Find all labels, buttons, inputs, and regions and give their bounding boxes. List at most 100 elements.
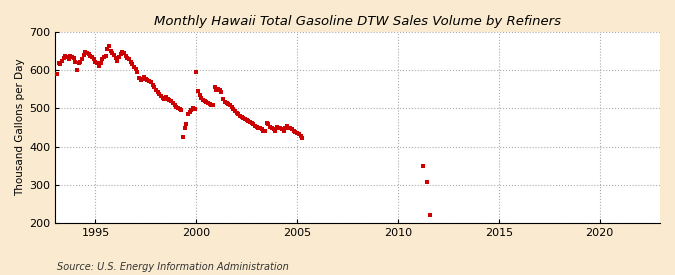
Point [61, 55, 72, 59]
Point [112, 58, 123, 63]
Point [82, 51, 92, 55]
Point [202, 100, 213, 105]
Point [109, 53, 119, 57]
Point [238, 116, 248, 120]
Point [205, 102, 215, 106]
Point [258, 128, 269, 133]
Point [70, 60, 81, 64]
Point [225, 103, 236, 108]
Point [129, 65, 140, 69]
Point [243, 119, 254, 123]
Point [176, 108, 186, 112]
Point [167, 100, 178, 105]
Point [241, 118, 252, 122]
Point [251, 125, 262, 129]
Point [273, 125, 284, 130]
Y-axis label: Thousand Gallons per Day: Thousand Gallons per Day [15, 59, 25, 196]
Point [253, 125, 264, 130]
Point [295, 134, 306, 138]
Point [132, 70, 143, 74]
Point [115, 52, 126, 56]
Point [78, 53, 89, 57]
Point [265, 125, 275, 129]
Point [182, 112, 193, 116]
Point [159, 97, 170, 101]
Point [63, 57, 74, 62]
Point [292, 131, 302, 136]
Point [161, 95, 171, 99]
Point [277, 127, 288, 132]
Point [218, 97, 229, 101]
Point [192, 89, 203, 94]
Point [51, 72, 62, 76]
Point [278, 128, 289, 133]
Text: Source: U.S. Energy Information Administration: Source: U.S. Energy Information Administ… [57, 262, 289, 272]
Point [245, 120, 256, 124]
Point [208, 103, 219, 108]
Point [58, 56, 69, 60]
Point [186, 108, 196, 112]
Point [136, 78, 146, 82]
Point [162, 97, 173, 101]
Point [213, 86, 223, 91]
Point [194, 93, 205, 97]
Point [191, 70, 202, 74]
Title: Monthly Hawaii Total Gasoline DTW Sales Volume by Refiners: Monthly Hawaii Total Gasoline DTW Sales … [154, 15, 561, 28]
Point [149, 85, 160, 90]
Point [172, 106, 183, 111]
Point [126, 60, 136, 64]
Point [127, 62, 138, 67]
Point [57, 58, 68, 63]
Point [268, 127, 279, 132]
Point [75, 60, 86, 64]
Point [171, 104, 182, 109]
Point [154, 92, 165, 96]
Point [55, 62, 65, 67]
Point [95, 61, 106, 65]
Point [209, 85, 220, 90]
Point [110, 56, 121, 60]
Point [271, 125, 282, 129]
Point [254, 126, 265, 131]
Point [280, 126, 291, 131]
Point [216, 90, 227, 95]
Point [184, 110, 195, 114]
Point [284, 125, 294, 130]
Point [270, 128, 281, 133]
Point [156, 94, 167, 98]
Point [76, 56, 87, 61]
Point [151, 88, 161, 92]
Point [223, 102, 234, 106]
Point [74, 61, 84, 65]
Point [60, 53, 71, 58]
Point [232, 111, 242, 115]
Point [290, 130, 301, 134]
Point [169, 102, 180, 107]
Point [267, 126, 277, 131]
Point [219, 99, 230, 104]
Point [233, 112, 244, 116]
Point [66, 55, 77, 59]
Point [65, 53, 76, 58]
Point [140, 76, 151, 81]
Point [256, 127, 267, 132]
Point [297, 136, 308, 141]
Point [100, 53, 111, 58]
Point [189, 107, 200, 111]
Point [139, 75, 150, 79]
Point [164, 98, 175, 102]
Point [236, 115, 247, 119]
Point [124, 57, 134, 62]
Point [206, 102, 217, 107]
Point [235, 114, 246, 118]
Point [165, 98, 176, 103]
Point [120, 53, 131, 58]
Point [211, 88, 222, 92]
Point [281, 123, 292, 128]
Point [137, 76, 148, 81]
Point [85, 53, 96, 58]
Point [418, 164, 429, 168]
Point [263, 122, 274, 127]
Point [240, 117, 250, 121]
Point [142, 78, 153, 82]
